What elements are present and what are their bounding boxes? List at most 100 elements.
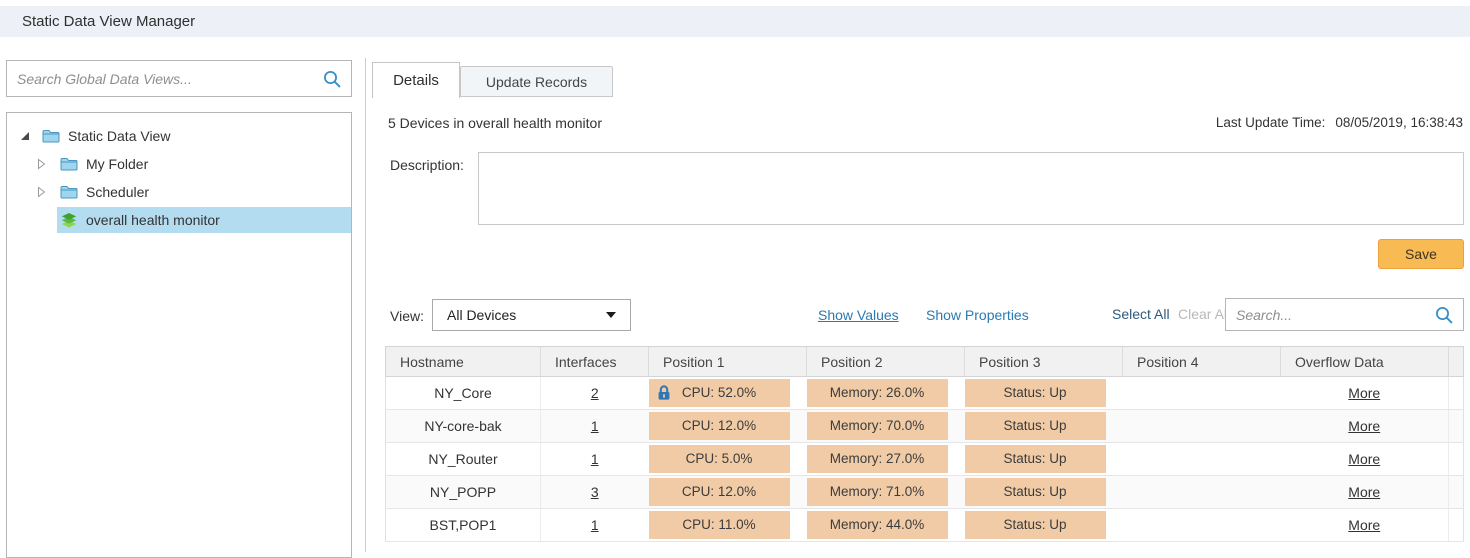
spacer-cell bbox=[1448, 409, 1464, 443]
hostname-cell: BST,POP1 bbox=[385, 508, 541, 542]
last-update-value: 08/05/2019, 16:38:43 bbox=[1335, 115, 1463, 130]
position-value-chip[interactable]: Status: Up bbox=[964, 511, 1106, 539]
search-icon[interactable] bbox=[322, 69, 342, 89]
more-link[interactable]: More bbox=[1348, 451, 1381, 467]
clear-all-link: Clear All bbox=[1178, 306, 1231, 322]
position-value-chip[interactable]: CPU: 11.0% bbox=[648, 511, 790, 539]
col-position-2: Position 2 bbox=[806, 346, 965, 377]
tree-item-overall-health-monitor[interactable]: overall health monitor bbox=[7, 206, 351, 234]
col-position-3: Position 3 bbox=[964, 346, 1123, 377]
position-value-chip[interactable]: CPU: 5.0% bbox=[648, 445, 790, 473]
position-value-chip[interactable]: Memory: 26.0% bbox=[806, 379, 948, 407]
panel-divider bbox=[365, 58, 366, 552]
position-1-cell: CPU: 12.0% bbox=[648, 475, 807, 509]
position-3-cell: Status: Up bbox=[964, 442, 1123, 476]
tree-item-my-folder[interactable]: My Folder bbox=[7, 150, 351, 178]
position-4-cell bbox=[1122, 376, 1281, 410]
position-4-cell bbox=[1122, 475, 1281, 509]
interfaces-link[interactable]: 1 bbox=[590, 517, 599, 533]
hostname-cell: NY-core-bak bbox=[385, 409, 541, 443]
description-label: Description: bbox=[390, 157, 464, 173]
col-interfaces: Interfaces bbox=[540, 346, 649, 377]
more-link[interactable]: More bbox=[1348, 385, 1381, 401]
position-2-cell: Memory: 27.0% bbox=[806, 442, 965, 476]
position-value-chip[interactable]: Memory: 44.0% bbox=[806, 511, 948, 539]
position-value-chip[interactable]: CPU: 12.0% bbox=[648, 412, 790, 440]
view-label: View: bbox=[390, 308, 424, 324]
spacer-cell bbox=[1448, 376, 1464, 410]
view-dropdown[interactable]: All Devices bbox=[432, 299, 631, 331]
position-3-cell: Status: Up bbox=[964, 475, 1123, 509]
save-button[interactable]: Save bbox=[1378, 239, 1464, 269]
position-2-cell: Memory: 70.0% bbox=[806, 409, 965, 443]
show-properties-link[interactable]: Show Properties bbox=[926, 307, 1029, 323]
more-link[interactable]: More bbox=[1348, 517, 1381, 533]
position-value-chip[interactable]: Memory: 70.0% bbox=[806, 412, 948, 440]
more-link[interactable]: More bbox=[1348, 418, 1381, 434]
position-3-cell: Status: Up bbox=[964, 376, 1123, 410]
table-row: BST,POP1 1 CPU: 11.0% Memory: 44.0% Stat… bbox=[385, 508, 1464, 542]
position-value-chip[interactable]: Status: Up bbox=[964, 478, 1106, 506]
tree-item-label: My Folder bbox=[86, 156, 149, 172]
col-position-1: Position 1 bbox=[648, 346, 807, 377]
position-value-chip[interactable]: CPU: 52.0% bbox=[648, 379, 790, 407]
global-dataview-search-input[interactable] bbox=[7, 70, 322, 87]
col-position-4: Position 4 bbox=[1122, 346, 1281, 377]
dataview-tree: Static Data View M bbox=[6, 112, 352, 558]
tree-item-label: Static Data View bbox=[68, 128, 171, 144]
position-3-cell: Status: Up bbox=[964, 508, 1123, 542]
position-1-cell: CPU: 12.0% bbox=[648, 409, 807, 443]
position-2-cell: Memory: 44.0% bbox=[806, 508, 965, 542]
show-values-link[interactable]: Show Values bbox=[818, 307, 899, 323]
spacer-cell bbox=[1448, 508, 1464, 542]
folder-icon bbox=[60, 157, 78, 171]
page-title: Static Data View Manager bbox=[22, 13, 196, 30]
hostname-cell: NY_POPP bbox=[385, 475, 541, 509]
interfaces-link[interactable]: 1 bbox=[590, 418, 599, 434]
search-icon[interactable] bbox=[1434, 305, 1454, 325]
position-1-cell: CPU: 5.0% bbox=[648, 442, 807, 476]
caret-expanded-icon[interactable] bbox=[21, 132, 29, 140]
spacer-cell bbox=[1448, 442, 1464, 476]
interfaces-link[interactable]: 1 bbox=[590, 451, 599, 467]
table-row: NY-core-bak 1 CPU: 12.0% Memory: 70.0% S… bbox=[385, 409, 1464, 443]
lock-icon bbox=[658, 385, 669, 400]
tree-item-static-data-view[interactable]: Static Data View bbox=[7, 122, 351, 150]
table-header-row: Hostname Interfaces Position 1 Position … bbox=[385, 346, 1464, 377]
interfaces-link[interactable]: 2 bbox=[590, 385, 599, 401]
table-search-input[interactable] bbox=[1226, 306, 1434, 323]
tab-details[interactable]: Details bbox=[372, 62, 460, 98]
table-search[interactable] bbox=[1225, 298, 1464, 331]
position-2-cell: Memory: 26.0% bbox=[806, 376, 965, 410]
interfaces-link[interactable]: 3 bbox=[590, 484, 599, 500]
view-dropdown-value: All Devices bbox=[447, 307, 517, 323]
position-2-cell: Memory: 71.0% bbox=[806, 475, 965, 509]
col-overflow-data: Overflow Data bbox=[1280, 346, 1449, 377]
table-row: NY_POPP 3 CPU: 12.0% Memory: 71.0% Statu… bbox=[385, 475, 1464, 509]
position-value-chip[interactable]: Status: Up bbox=[964, 412, 1106, 440]
col-hostname: Hostname bbox=[385, 346, 541, 377]
position-1-cell: CPU: 52.0% bbox=[648, 376, 807, 410]
position-4-cell bbox=[1122, 409, 1281, 443]
app-header: Static Data View Manager bbox=[0, 6, 1470, 37]
tab-update-records[interactable]: Update Records bbox=[460, 66, 613, 97]
caret-collapsed-icon[interactable] bbox=[37, 186, 46, 198]
spacer-cell bbox=[1448, 475, 1464, 509]
chevron-down-icon bbox=[606, 312, 616, 318]
last-update-time: Last Update Time: 08/05/2019, 16:38:43 bbox=[1216, 115, 1463, 130]
description-textarea[interactable] bbox=[478, 152, 1464, 225]
global-dataview-search[interactable] bbox=[6, 60, 352, 97]
position-value-chip[interactable]: Status: Up bbox=[964, 379, 1106, 407]
select-all-link[interactable]: Select All bbox=[1112, 306, 1170, 322]
position-4-cell bbox=[1122, 442, 1281, 476]
position-value-chip[interactable]: Status: Up bbox=[964, 445, 1106, 473]
position-value-chip[interactable]: Memory: 71.0% bbox=[806, 478, 948, 506]
position-value-chip[interactable]: CPU: 12.0% bbox=[648, 478, 790, 506]
position-value-chip[interactable]: Memory: 27.0% bbox=[806, 445, 948, 473]
position-3-cell: Status: Up bbox=[964, 409, 1123, 443]
position-4-cell bbox=[1122, 508, 1281, 542]
caret-collapsed-icon[interactable] bbox=[37, 158, 46, 170]
more-link[interactable]: More bbox=[1348, 484, 1381, 500]
device-table: Hostname Interfaces Position 1 Position … bbox=[385, 346, 1464, 542]
tree-item-scheduler[interactable]: Scheduler bbox=[7, 178, 351, 206]
